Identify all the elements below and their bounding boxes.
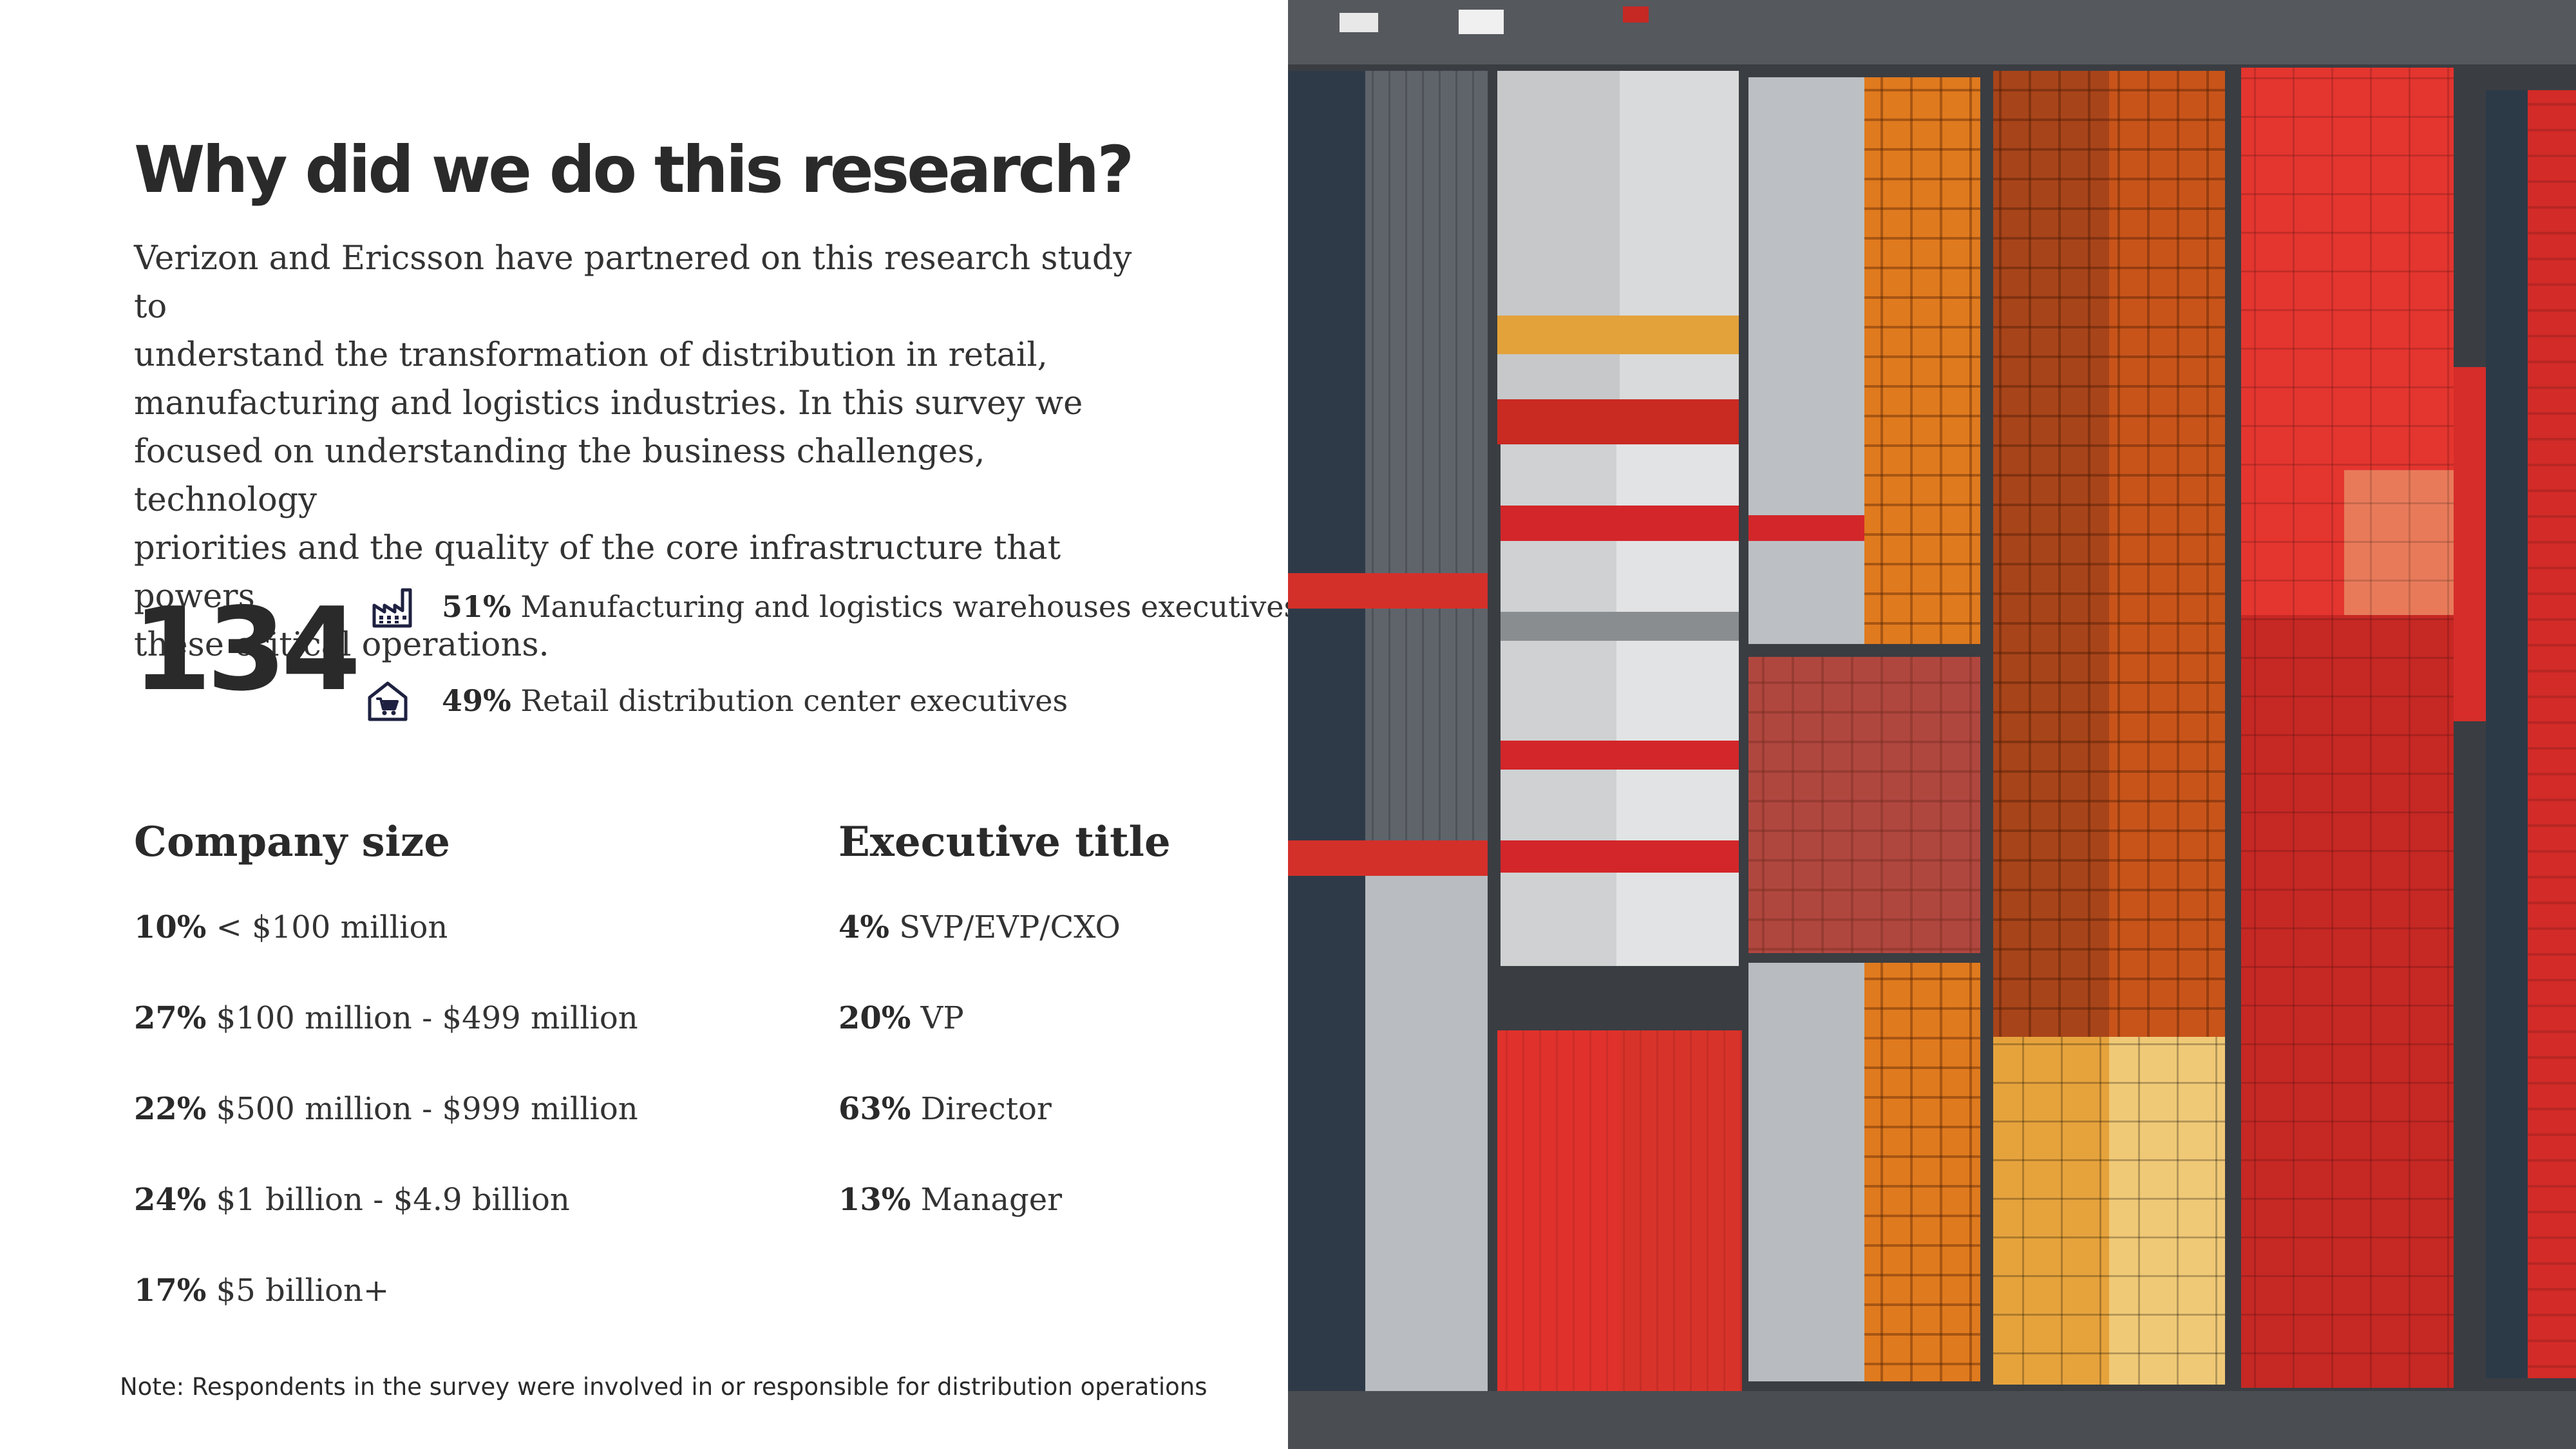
stat-label: VP — [920, 1000, 964, 1036]
stat-percent: 10% — [134, 909, 207, 945]
stat-percent: 24% — [134, 1182, 207, 1218]
company-size-heading: Company size — [134, 818, 450, 866]
stat-percent: 22% — [134, 1091, 207, 1127]
stat-label: $500 million - $999 million — [216, 1091, 638, 1127]
intro-line: understand the transformation of distrib… — [134, 336, 1048, 374]
segment-label: Retail distribution center executives — [520, 683, 1068, 718]
stat-label: $100 million - $499 million — [216, 1000, 638, 1036]
factory-icon — [372, 588, 412, 628]
stat-percent: 4% — [838, 909, 890, 945]
warehouse-aerial-photo — [1288, 0, 2576, 1449]
company-size-item: 10% < $100 million — [134, 909, 448, 945]
segment-percent: 49% — [442, 683, 511, 718]
intro-line: manufacturing and logistics industries. … — [134, 384, 1083, 422]
intro-line: these critical operations. — [134, 626, 549, 664]
intro-line: Verizon and Ericsson have partnered on t… — [134, 240, 1132, 326]
stat-percent: 20% — [838, 1000, 911, 1036]
segment-manufacturing: 51% Manufacturing and logistics warehous… — [442, 589, 1299, 624]
stat-label: $5 billion+ — [216, 1273, 390, 1309]
segment-retail: 49% Retail distribution center executive… — [442, 683, 1068, 718]
footnote: Note: Respondents in the survey were inv… — [120, 1373, 1208, 1401]
intro-line: priorities and the quality of the core i… — [134, 529, 1061, 616]
executive-title-item: 63% Director — [838, 1091, 1052, 1127]
intro-line: focused on understanding the business ch… — [134, 433, 985, 519]
intro-paragraph: Verizon and Ericsson have partnered on t… — [134, 234, 1164, 669]
page-title: Why did we do this research? — [134, 132, 1134, 207]
executive-title-item: 13% Manager — [838, 1182, 1062, 1218]
executive-title-item: 4% SVP/EVP/CXO — [838, 909, 1121, 945]
stat-label: < $100 million — [216, 909, 448, 945]
stat-percent: 63% — [838, 1091, 911, 1127]
executive-title-heading: Executive title — [838, 818, 1171, 866]
respondent-total: 134 — [132, 583, 361, 716]
company-size-item: 27% $100 million - $499 million — [134, 1000, 638, 1036]
stat-percent: 27% — [134, 1000, 207, 1036]
stat-label: $1 billion - $4.9 billion — [216, 1182, 570, 1218]
stat-label: SVP/EVP/CXO — [899, 909, 1121, 945]
segment-percent: 51% — [442, 589, 511, 624]
stat-label: Director — [920, 1091, 1052, 1127]
stat-percent: 13% — [838, 1182, 911, 1218]
company-size-item: 17% $5 billion+ — [134, 1273, 389, 1309]
segment-label: Manufacturing and logistics warehouses e… — [520, 589, 1300, 624]
stat-percent: 17% — [134, 1273, 207, 1309]
store-cart-icon — [368, 681, 408, 721]
content-panel: Why did we do this research? Verizon and… — [120, 132, 1300, 1401]
stat-label: Manager — [920, 1182, 1063, 1218]
company-size-item: 22% $500 million - $999 million — [134, 1091, 638, 1127]
executive-title-item: 20% VP — [838, 1000, 964, 1036]
company-size-item: 24% $1 billion - $4.9 billion — [134, 1182, 570, 1218]
